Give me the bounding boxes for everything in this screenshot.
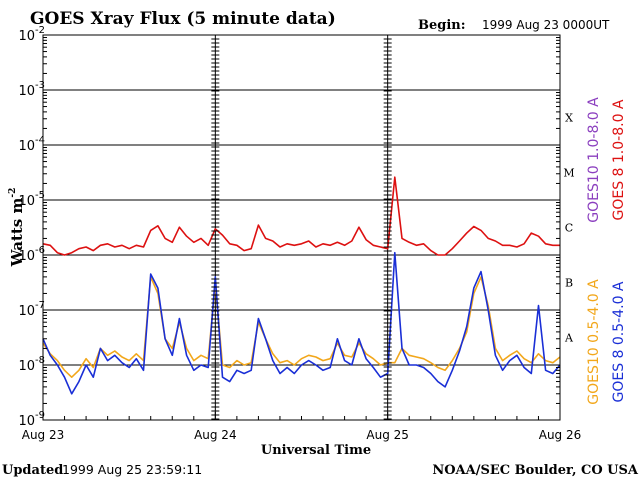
y-tick-label: 10-9 [18, 410, 45, 429]
y-tick-mantissa: 10 [18, 139, 35, 154]
begin-label: Begin: [418, 18, 466, 33]
y-tick-exponent: -6 [35, 245, 45, 256]
series-line [42, 276, 561, 379]
credit-text: NOAA/SEC Boulder, CO USA [432, 463, 639, 478]
y-tick-mantissa: 10 [18, 194, 35, 209]
y-tick-exponent: -5 [35, 190, 45, 201]
y-tick-mantissa: 10 [18, 359, 35, 374]
series-line [42, 176, 560, 256]
begin-value: 1999 Aug 23 0000UT [482, 18, 610, 32]
x-axis-label: Universal Time [261, 443, 371, 458]
y-tick-label: 10-5 [18, 190, 45, 209]
y-tick-label: 10-2 [18, 25, 45, 44]
x-tick-label: Aug 26 [539, 428, 582, 442]
updated-value: 1999 Aug 25 23:59:11 [62, 462, 202, 477]
y-axis-label-exponent: -2 [8, 188, 18, 198]
y-tick-label: 10-4 [18, 135, 45, 154]
legend-entry: GOES 8 0.5-4.0 A [611, 281, 627, 402]
flare-class-label: M [563, 167, 574, 180]
y-tick-exponent: -9 [35, 410, 45, 421]
legend-entry: GOES10 1.0-8.0 A [586, 97, 602, 223]
flare-class-label: X [565, 112, 573, 125]
legend-entry: GOES10 0.5-4.0 A [586, 279, 602, 405]
updated-label: Updated [2, 463, 63, 478]
y-tick-exponent: -2 [35, 25, 45, 36]
x-tick-label: Aug 23 [22, 428, 65, 442]
y-tick-mantissa: 10 [18, 29, 35, 44]
y-tick-label: 10-6 [18, 245, 45, 264]
y-tick-label: 10-8 [18, 355, 45, 374]
y-tick-mantissa: 10 [18, 304, 35, 319]
y-axis-label-text: Watts m [8, 198, 26, 268]
y-tick-mantissa: 10 [18, 414, 35, 429]
y-tick-exponent: -4 [35, 135, 45, 146]
y-tick-exponent: -3 [35, 80, 45, 91]
chart-title: GOES Xray Flux (5 minute data) [30, 9, 336, 29]
y-tick-mantissa: 10 [18, 249, 35, 264]
y-tick-label: 10-7 [18, 300, 45, 319]
y-tick-exponent: -7 [35, 300, 45, 311]
flare-class-label: C [565, 222, 573, 235]
flare-class-label: B [565, 277, 573, 290]
y-tick-mantissa: 10 [18, 84, 35, 99]
series-line [42, 251, 561, 395]
y-tick-exponent: -8 [35, 355, 45, 366]
legend-entry: GOES 8 1.0-8.0 A [611, 99, 627, 220]
tick-layer [43, 34, 560, 421]
flare-class-label: A [564, 332, 574, 345]
series-layer [42, 176, 561, 395]
x-tick-label: Aug 24 [194, 428, 237, 442]
y-axis-label: Watts m-2 [8, 188, 26, 268]
y-tick-label: 10-3 [18, 80, 45, 99]
x-tick-label: Aug 25 [366, 428, 409, 442]
